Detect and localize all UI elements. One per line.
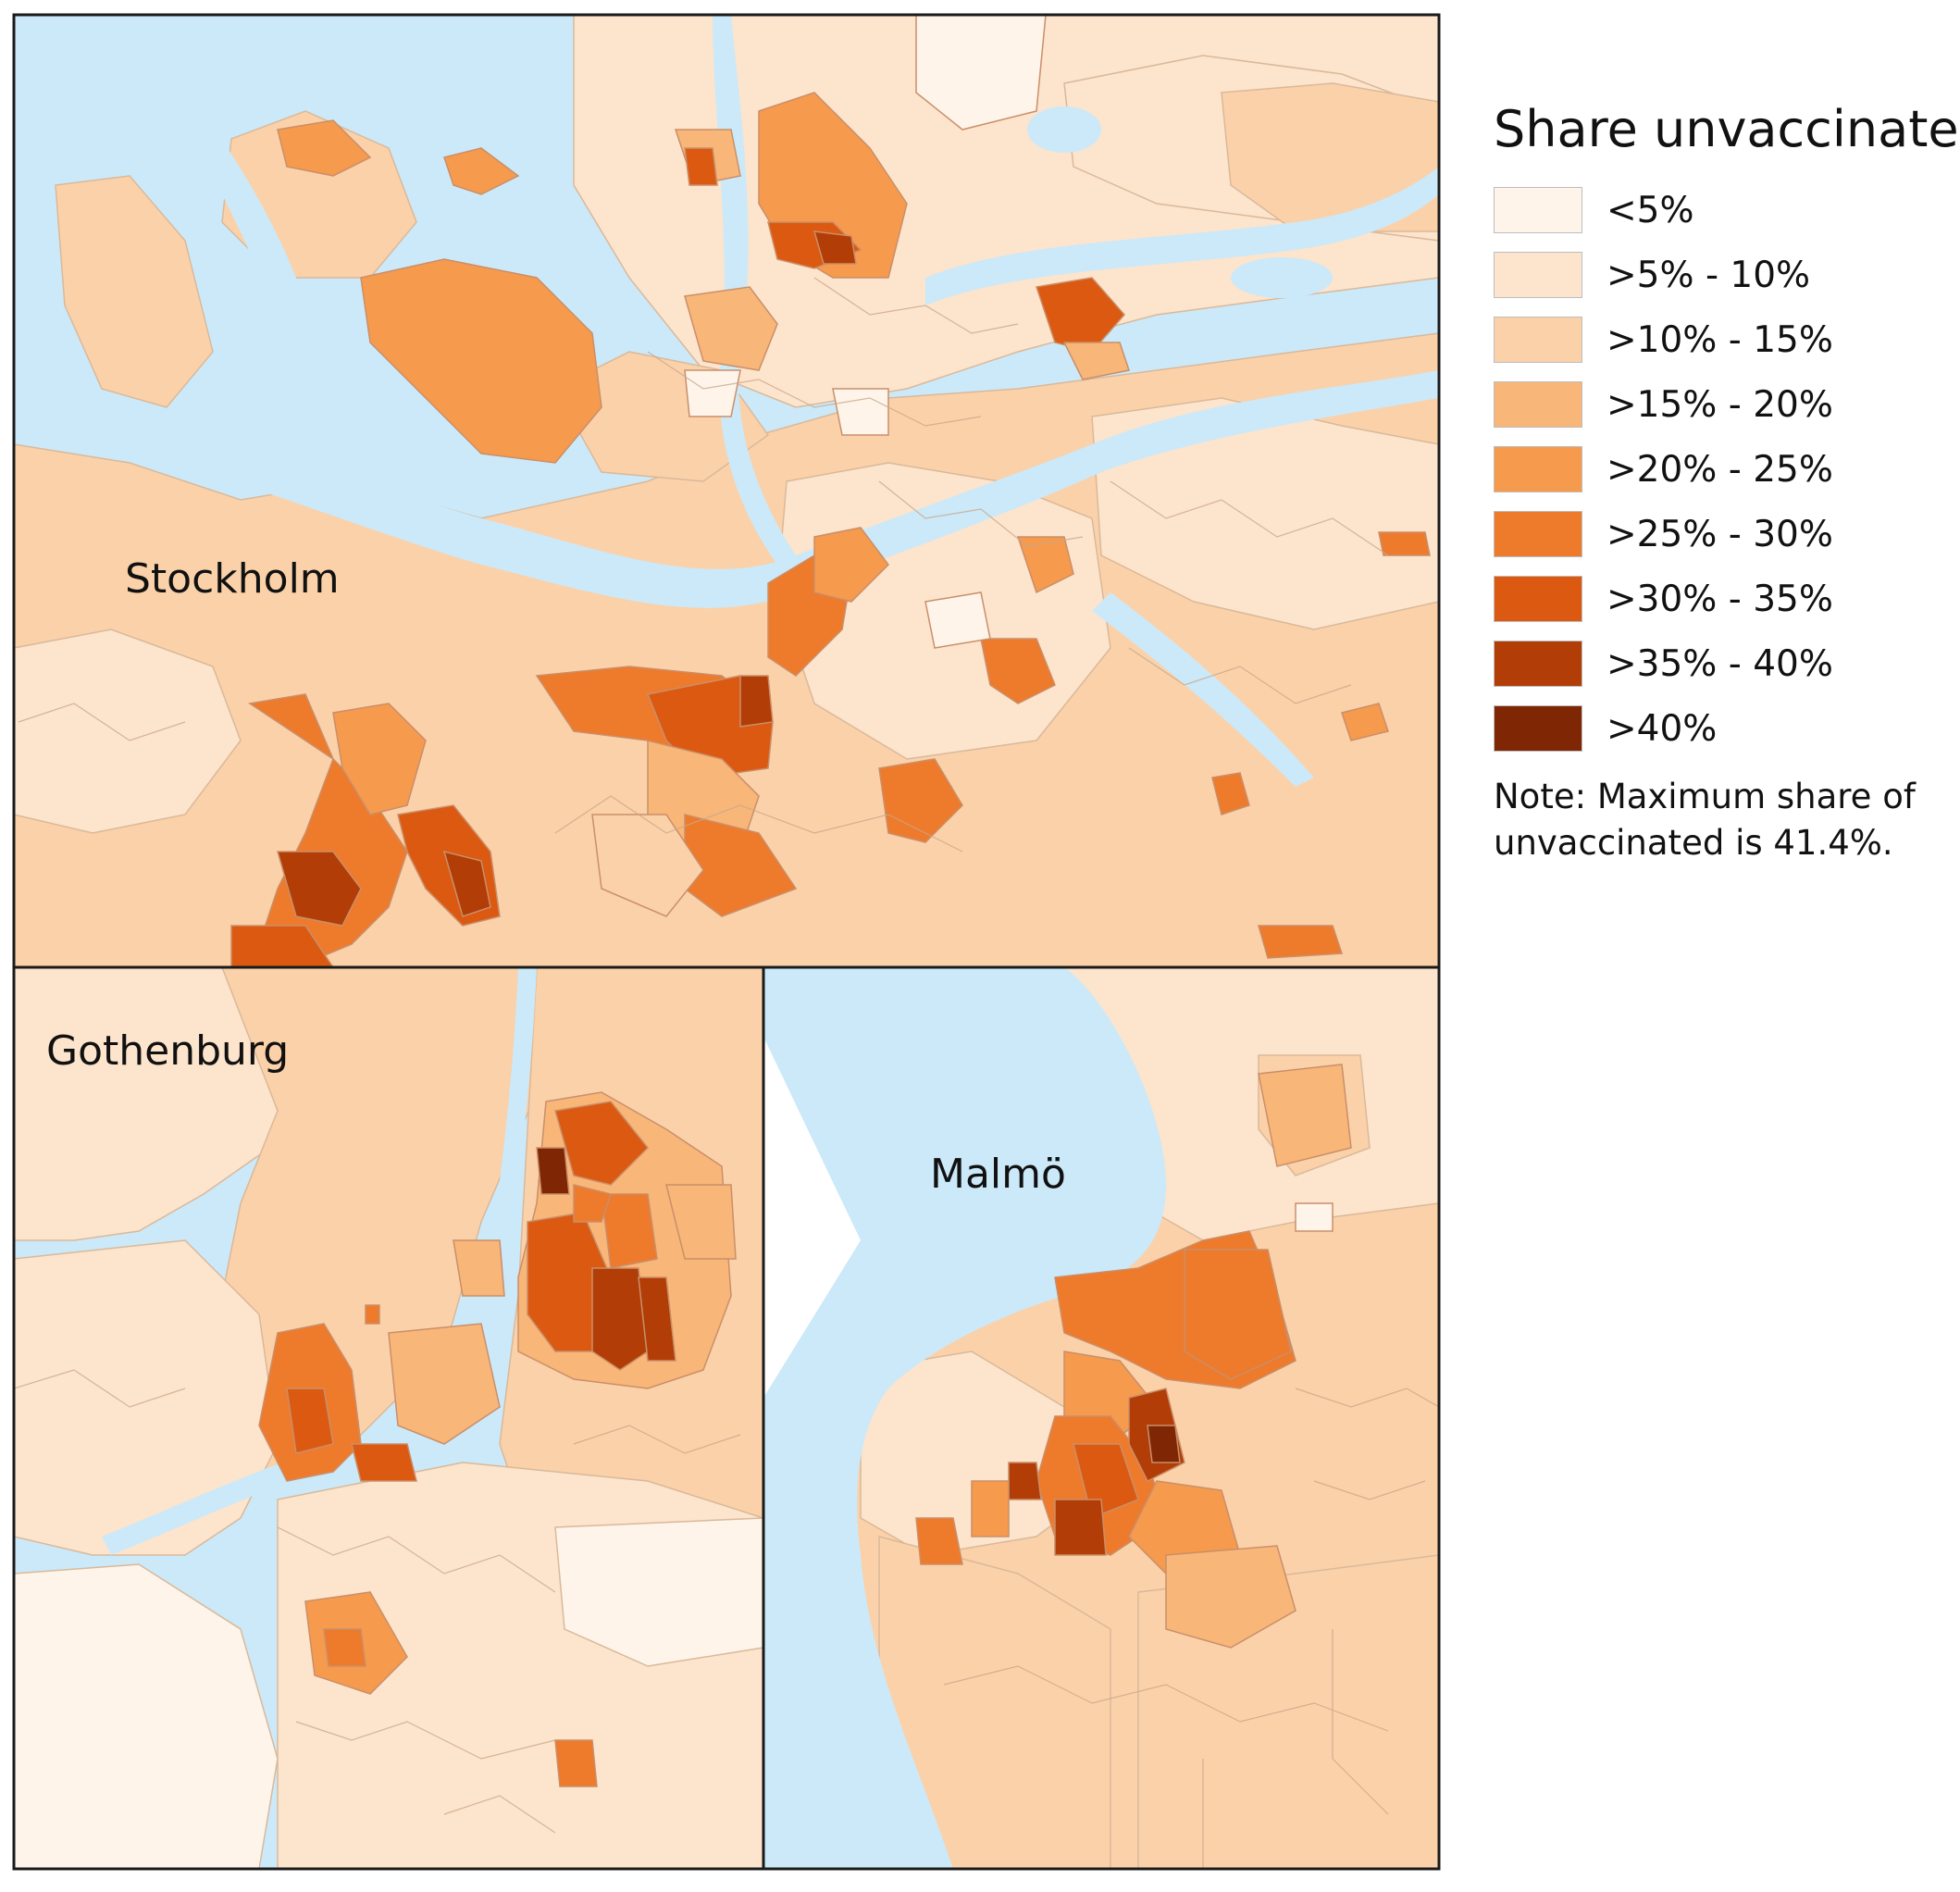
legend-classes: <5% >5% - 10% >10% - 15% >15% - 20% >20% - 2… [1494, 178, 1947, 761]
legend-swatch [1494, 511, 1582, 557]
stockholm-channels [14, 15, 1439, 787]
stockholm-panel: Stockholm [14, 15, 1439, 967]
malmo-no-data-area [763, 1037, 861, 1398]
legend-label: <5% [1606, 189, 1694, 231]
legend-item: >25% - 30% [1494, 502, 1947, 566]
legend-title: Share unvaccinated [1494, 100, 1960, 158]
legend-swatch [1494, 705, 1582, 752]
legend-item: >5% - 10% [1494, 243, 1947, 307]
legend-label: >20% - 25% [1606, 448, 1833, 491]
legend-item: >35% - 40% [1494, 631, 1947, 696]
gothenburg-panel: Gothenburg [14, 967, 763, 1869]
legend-item: >15% - 20% [1494, 372, 1947, 437]
gothenburg-zones [258, 1091, 737, 1787]
malmo-label: Malmö [930, 1151, 1066, 1198]
legend-item: >30% - 35% [1494, 566, 1947, 631]
legend-swatch [1494, 381, 1582, 428]
legend-swatch [1494, 317, 1582, 363]
legend: Share unvaccinated <5% >5% - 10% >10% - 15… [1494, 100, 1960, 866]
gothenburg-district-lines [14, 1369, 741, 1834]
legend-label: >25% - 30% [1606, 513, 1833, 555]
panel-borders [12, 13, 1441, 1871]
legend-label: >10% - 15% [1606, 318, 1833, 361]
legend-label: >5% - 10% [1606, 254, 1811, 296]
malmo-zones [915, 1064, 1352, 1649]
legend-swatch [1494, 252, 1582, 298]
gothenburg-label: Gothenburg [46, 1027, 289, 1075]
legend-item: >20% - 25% [1494, 437, 1947, 502]
malmo-water [763, 967, 1166, 1869]
legend-label: >40% [1606, 707, 1718, 750]
legend-swatch [1494, 641, 1582, 687]
stockholm-label: Stockholm [125, 555, 340, 603]
malmo-district-lines [943, 1388, 1439, 1869]
legend-swatch [1494, 576, 1582, 622]
gothenburg-land [14, 967, 763, 1869]
legend-note: Note: Maximum share of unvaccinated is 4… [1494, 777, 1916, 863]
legend-swatch [1494, 187, 1582, 233]
legend-label: >30% - 35% [1606, 578, 1833, 620]
legend-label: >15% - 20% [1606, 383, 1833, 426]
legend-swatch [1494, 446, 1582, 492]
stockholm-zones [230, 15, 1431, 967]
legend-item: >40% [1494, 696, 1947, 761]
legend-item: <5% [1494, 178, 1947, 243]
legend-label: >35% - 40% [1606, 642, 1833, 685]
legend-item: >10% - 15% [1494, 307, 1947, 372]
malmo-panel: Malmö [763, 967, 1439, 1869]
stockholm-district-lines [18, 277, 1389, 853]
